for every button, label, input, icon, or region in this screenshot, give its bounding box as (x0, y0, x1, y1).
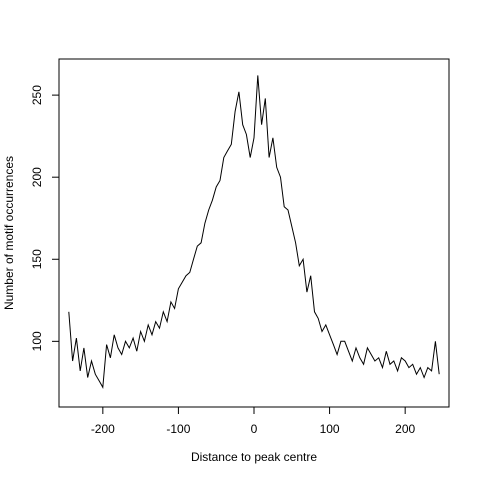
x-axis-title: Distance to peak centre (191, 450, 317, 464)
y-axis-title: Number of motif occurrences (2, 156, 16, 310)
y-tick-label: 100 (30, 331, 44, 351)
x-tick-label: -200 (91, 422, 115, 436)
x-tick-label: -100 (166, 422, 190, 436)
x-tick-label: 200 (395, 422, 415, 436)
x-axis: -200 -100 0 100 200 (91, 407, 415, 436)
y-tick-label: 200 (30, 167, 44, 187)
x-tick-label: 100 (320, 422, 340, 436)
y-tick-label: 150 (30, 249, 44, 269)
y-axis: 100 150 200 250 (30, 85, 59, 351)
series-line (68, 75, 440, 389)
y-tick-label: 250 (30, 85, 44, 105)
plot-area (68, 75, 440, 389)
x-tick-label: 0 (251, 422, 258, 436)
